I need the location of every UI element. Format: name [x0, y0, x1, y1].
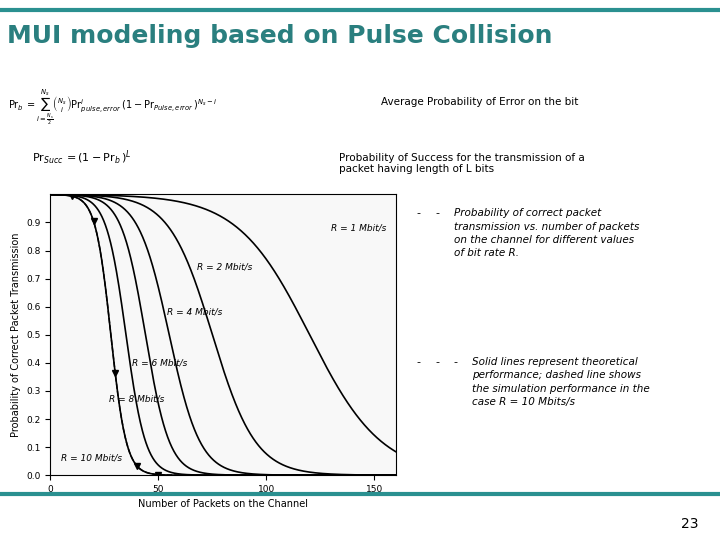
X-axis label: Number of Packets on the Channel: Number of Packets on the Channel	[138, 500, 308, 509]
Text: $\Pr_{Succ} = \left(1 - \Pr_b\right)^L$: $\Pr_{Succ} = \left(1 - \Pr_b\right)^L$	[32, 149, 131, 167]
Text: R = 8 Mbit/s: R = 8 Mbit/s	[109, 395, 164, 404]
Text: MUI modeling based on Pulse Collision: MUI modeling based on Pulse Collision	[7, 24, 553, 48]
Text: R = 1 Mbit/s: R = 1 Mbit/s	[331, 224, 387, 233]
Text: Probability of Success for the transmission of a
packet having length of L bits: Probability of Success for the transmiss…	[339, 153, 585, 174]
Text: -: -	[435, 208, 439, 219]
Text: Solid lines represent theoretical
performance; dashed line shows
the simulation : Solid lines represent theoretical perfor…	[472, 357, 650, 407]
Text: Probability of correct packet
transmission vs. number of packets
on the channel : Probability of correct packet transmissi…	[454, 208, 639, 258]
Text: -: -	[454, 357, 458, 367]
Text: -: -	[417, 208, 420, 219]
Text: -: -	[435, 357, 439, 367]
Text: Average Probability of Error on the bit: Average Probability of Error on the bit	[381, 97, 579, 106]
Y-axis label: Probability of Correct Packet Transmission: Probability of Correct Packet Transmissi…	[11, 233, 21, 437]
Text: R = 4 Mbit/s: R = 4 Mbit/s	[167, 308, 222, 317]
Text: R = 2 Mbit/s: R = 2 Mbit/s	[197, 263, 253, 272]
Text: -: -	[417, 357, 420, 367]
Text: R = 6 Mbit/s: R = 6 Mbit/s	[132, 359, 188, 367]
Text: 23: 23	[681, 517, 698, 531]
Text: R = 10 Mbit/s: R = 10 Mbit/s	[61, 454, 122, 463]
Text: $\Pr_b = \sum_{i=\frac{N_s}{2}}^{N_s} \binom{N_s}{i} \Pr_{pulse,error}^i \left(1: $\Pr_b = \sum_{i=\frac{N_s}{2}}^{N_s} \b…	[8, 88, 217, 127]
